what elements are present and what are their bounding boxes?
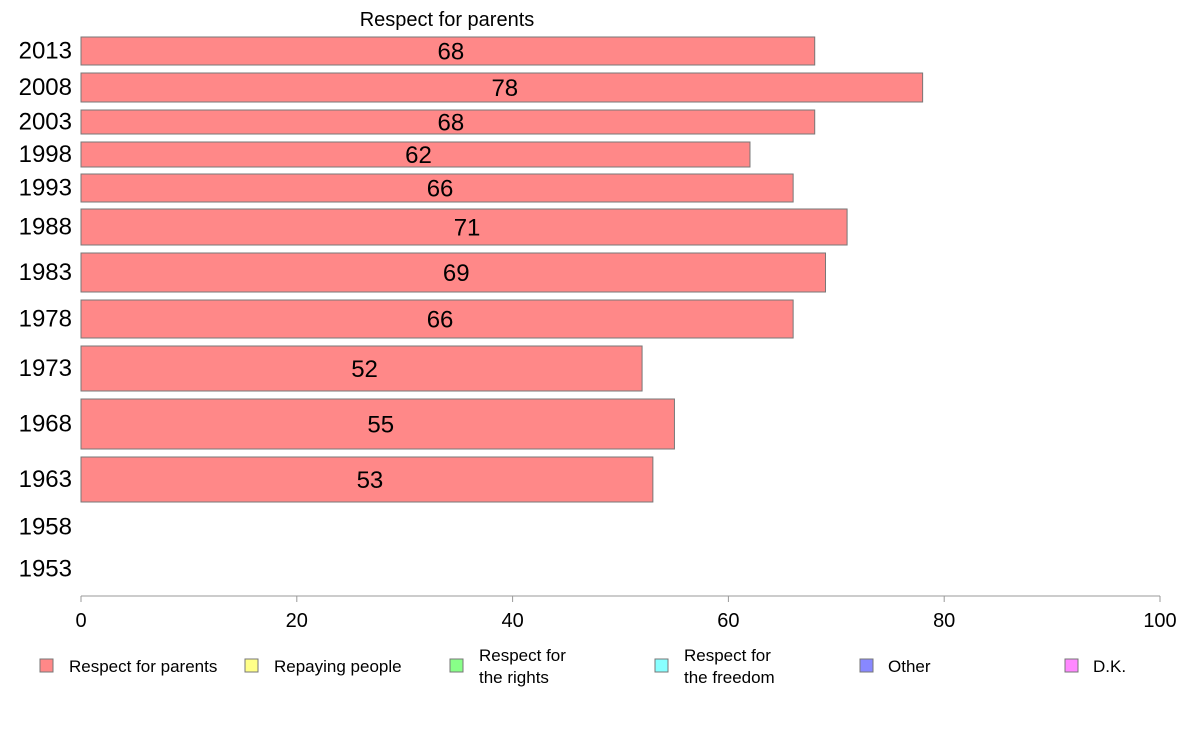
year-label-2008: 2008: [19, 74, 72, 101]
x-tick-label-40: 40: [501, 610, 523, 632]
legend-label-other: Other: [888, 657, 931, 676]
data-label-1998: 62: [405, 142, 432, 169]
bar-1993: [80, 173, 794, 203]
data-label-1968: 55: [367, 412, 394, 439]
data-label-1963: 53: [357, 467, 384, 494]
data-label-2003: 68: [438, 110, 465, 137]
bar-1968: [80, 398, 675, 450]
legend-swatch-respect-for-the-freedom: [654, 658, 669, 673]
year-label-1983: 1983: [19, 259, 72, 286]
bar-1998: [80, 141, 751, 168]
x-tick-label-60: 60: [717, 610, 739, 632]
data-label-1993: 66: [427, 176, 454, 203]
year-label-2003: 2003: [19, 109, 72, 136]
legend-label-respect-for-parents: Respect for parents: [69, 657, 217, 676]
data-label-2008: 78: [491, 75, 518, 102]
legend-swatch-d-k: [1064, 658, 1079, 673]
year-label-1953: 1953: [19, 556, 72, 583]
year-label-2013: 2013: [19, 38, 72, 65]
year-label-1963: 1963: [19, 466, 72, 493]
data-label-1983: 69: [443, 260, 470, 287]
bar-1988: [80, 208, 848, 246]
year-label-1973: 1973: [19, 355, 72, 382]
bar-1973: [80, 345, 643, 392]
legend-swatch-repaying-people: [244, 658, 259, 673]
x-tick-label-100: 100: [1143, 610, 1176, 632]
legend-label-respect-for-the-freedom-line2: the freedom: [684, 668, 775, 687]
year-labels-group: 2013 2008 2003 1998 1993 1988 1983 1978 1973 1968…: [19, 38, 72, 583]
bar-1963: [80, 456, 654, 503]
year-label-1993: 1993: [19, 175, 72, 202]
legend-swatch-respect-for-parents: [39, 658, 54, 673]
legend-label-repaying-people: Repaying people: [274, 657, 402, 676]
bar-2008: [80, 72, 924, 103]
bar-2013: [80, 36, 816, 66]
x-axis: 0 20 40 60 80 100: [75, 595, 1177, 632]
legend-swatch-respect-for-the-rights: [449, 658, 464, 673]
legend: Respect for parents Repaying people Respec…: [39, 646, 1126, 687]
x-tick-label-80: 80: [933, 610, 955, 632]
bar-1978: [80, 299, 794, 339]
x-tick-label-20: 20: [286, 610, 308, 632]
chart-title: Respect for parents: [360, 9, 535, 31]
data-label-1973: 52: [351, 356, 378, 383]
legend-swatch-other: [859, 658, 874, 673]
year-label-1968: 1968: [19, 411, 72, 438]
legend-label-respect-for-the-rights-line1: Respect for: [479, 646, 566, 665]
year-label-1998: 1998: [19, 141, 72, 168]
data-label-1988: 71: [454, 215, 481, 242]
year-label-1958: 1958: [19, 514, 72, 541]
legend-label-respect-for-the-rights-line2: the rights: [479, 668, 549, 687]
bar-1983: [80, 252, 827, 293]
year-label-1978: 1978: [19, 306, 72, 333]
data-label-2013: 68: [438, 39, 465, 66]
data-label-1978: 66: [427, 307, 454, 334]
bar-2003: [80, 109, 816, 135]
x-tick-label-0: 0: [75, 610, 86, 632]
legend-label-respect-for-the-freedom-line1: Respect for: [684, 646, 771, 665]
year-label-1988: 1988: [19, 214, 72, 241]
legend-label-d-k: D.K.: [1093, 657, 1126, 676]
